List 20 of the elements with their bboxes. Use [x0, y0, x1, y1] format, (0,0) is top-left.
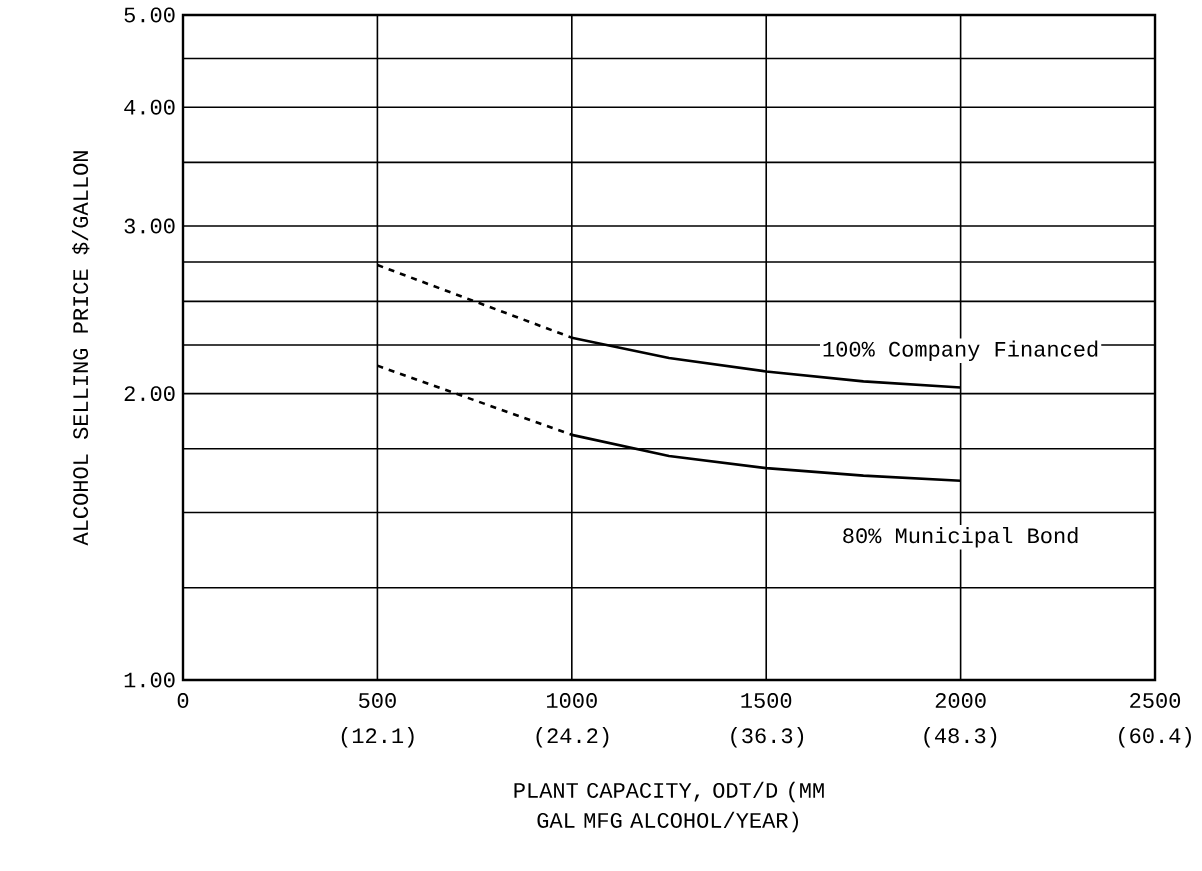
y-tick-label: 3.00: [124, 218, 175, 234]
x2-tick-label: (36.3): [731, 727, 804, 748]
x-axis-title: PLANT CAPACITY, ODT/D (MM GAL MFG ALCOHOL/YEAR): [514, 781, 824, 833]
text: 80% Municipal Bond: [843, 527, 1078, 548]
y-tick-label: 5.00: [124, 7, 175, 23]
x2-tick-label: (24.2): [536, 727, 609, 748]
x2-tick-label: (60.4): [1119, 727, 1191, 748]
series-label: 100% Company Financed: [823, 340, 1098, 362]
x-tick-label: 0: [177, 693, 189, 708]
x-tick-label: 2000: [935, 693, 986, 708]
x-tick-label: 1000: [547, 693, 597, 708]
x2-tick-label: (12.1): [341, 727, 414, 748]
x-tick-label: 1500: [741, 693, 792, 708]
x2-tick-label: (48.3): [924, 727, 997, 748]
y-tick-label: 4.00: [124, 99, 175, 115]
y-tick-label: 1.00: [124, 672, 175, 688]
x-tick-label: 500: [358, 693, 396, 708]
x-tick-label: 2500: [1130, 693, 1181, 708]
y-axis-title: ALCOHOL SELLING PRICE $/GALLON: [71, 151, 90, 546]
y-tick-label: 2.00: [124, 386, 175, 402]
